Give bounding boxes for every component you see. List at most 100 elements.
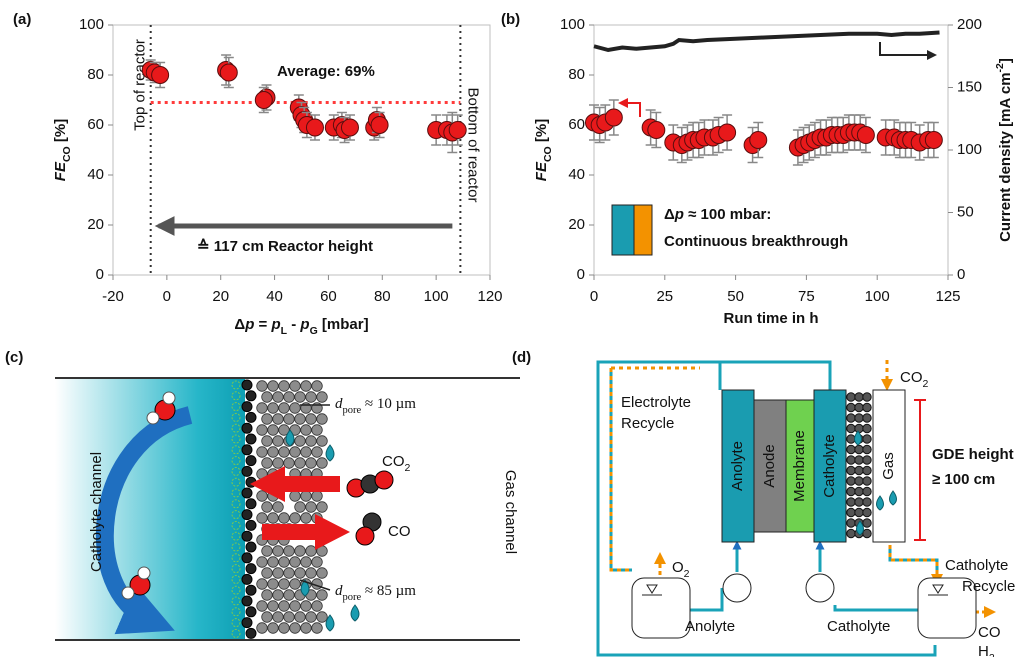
particle xyxy=(256,424,268,436)
diagram-d xyxy=(596,360,996,657)
particle xyxy=(846,423,856,434)
label: Recycle xyxy=(962,578,1015,595)
catalyst xyxy=(245,433,257,445)
marker xyxy=(604,108,623,127)
particle xyxy=(256,446,268,458)
particle xyxy=(311,600,323,612)
text-part: pore xyxy=(343,592,362,603)
particle xyxy=(272,391,284,403)
particle xyxy=(300,446,312,458)
particle xyxy=(854,392,864,402)
particle xyxy=(261,545,273,557)
ionomer xyxy=(231,380,241,390)
particle xyxy=(272,545,284,557)
x-tick-label: 100 xyxy=(424,288,449,305)
particle xyxy=(316,589,328,601)
particle xyxy=(278,578,290,590)
particle xyxy=(862,528,872,539)
particle xyxy=(846,497,856,507)
particle xyxy=(846,392,856,402)
particle xyxy=(862,497,872,507)
particle xyxy=(272,611,284,623)
droplet xyxy=(876,495,884,511)
pore-label: dpore ≈ 85 µm xyxy=(335,583,416,602)
x-tick-label: 25 xyxy=(656,288,673,305)
particle xyxy=(854,402,864,413)
particle xyxy=(854,507,864,518)
text-part: p xyxy=(244,316,254,333)
y2-tick-label: 150 xyxy=(957,78,982,95)
particle xyxy=(305,457,317,469)
particle xyxy=(283,611,295,623)
text-part: d xyxy=(335,583,343,599)
pump xyxy=(722,573,752,603)
particle xyxy=(261,567,273,579)
ionomer xyxy=(231,607,241,617)
particle xyxy=(311,556,323,568)
y-tick-label: 100 xyxy=(79,16,104,33)
particle xyxy=(316,611,328,623)
particle xyxy=(289,622,301,634)
particle xyxy=(261,611,273,623)
text-part: p xyxy=(299,316,309,333)
text-part: CO xyxy=(61,146,73,162)
y-tick-label: 40 xyxy=(568,166,585,183)
x-tick-label: 125 xyxy=(935,288,960,305)
water xyxy=(121,586,135,600)
channel-label: Gas channel xyxy=(502,470,519,554)
particle xyxy=(846,507,856,518)
particle xyxy=(278,600,290,612)
y-tick-label: 0 xyxy=(96,266,104,283)
catalyst xyxy=(245,498,257,510)
catalyst xyxy=(241,573,253,585)
particle xyxy=(854,413,864,423)
particle xyxy=(305,413,317,425)
particle xyxy=(300,600,312,612)
y2-axis-label: Current density [mA cm-2] xyxy=(994,58,1014,242)
droplet xyxy=(300,579,310,597)
text-part: FE xyxy=(533,161,550,181)
text-part: pore xyxy=(343,405,362,416)
x-tick-label: 80 xyxy=(374,288,391,305)
particle xyxy=(300,622,312,634)
particle xyxy=(305,391,317,403)
label: CO xyxy=(978,624,1001,641)
particle xyxy=(846,455,856,465)
x-tick-label: 50 xyxy=(727,288,744,305)
label: ≥ 100 cm xyxy=(932,471,995,488)
catalyst xyxy=(241,379,253,391)
particle xyxy=(846,434,856,444)
particle xyxy=(289,380,301,392)
droplet xyxy=(889,490,897,506)
particle xyxy=(256,402,268,414)
ionomer xyxy=(231,618,241,628)
marker xyxy=(718,123,737,142)
particle xyxy=(854,455,864,465)
particle xyxy=(267,622,279,634)
particle xyxy=(846,518,856,528)
label: CO2 xyxy=(900,369,929,390)
particle xyxy=(272,501,284,513)
panel-label: (b) xyxy=(501,11,520,28)
droplet xyxy=(854,430,862,446)
particle xyxy=(256,622,268,634)
text-part: CO xyxy=(900,369,923,386)
marker xyxy=(151,66,170,84)
text-part: ≈ 10 µm xyxy=(361,396,416,412)
particle xyxy=(283,457,295,469)
particle xyxy=(862,413,872,423)
panel-label: (c) xyxy=(5,349,23,366)
text-part: FE xyxy=(52,161,69,181)
particle xyxy=(289,578,301,590)
catalyst xyxy=(245,584,257,596)
particle xyxy=(261,501,273,513)
marker xyxy=(370,116,389,134)
particle xyxy=(272,457,284,469)
particle xyxy=(316,435,328,447)
text-part: ≈ 85 µm xyxy=(361,583,416,599)
particle xyxy=(267,578,279,590)
particle xyxy=(854,444,864,455)
particle xyxy=(261,589,273,601)
particle xyxy=(305,501,317,513)
plot-frame xyxy=(112,24,491,276)
